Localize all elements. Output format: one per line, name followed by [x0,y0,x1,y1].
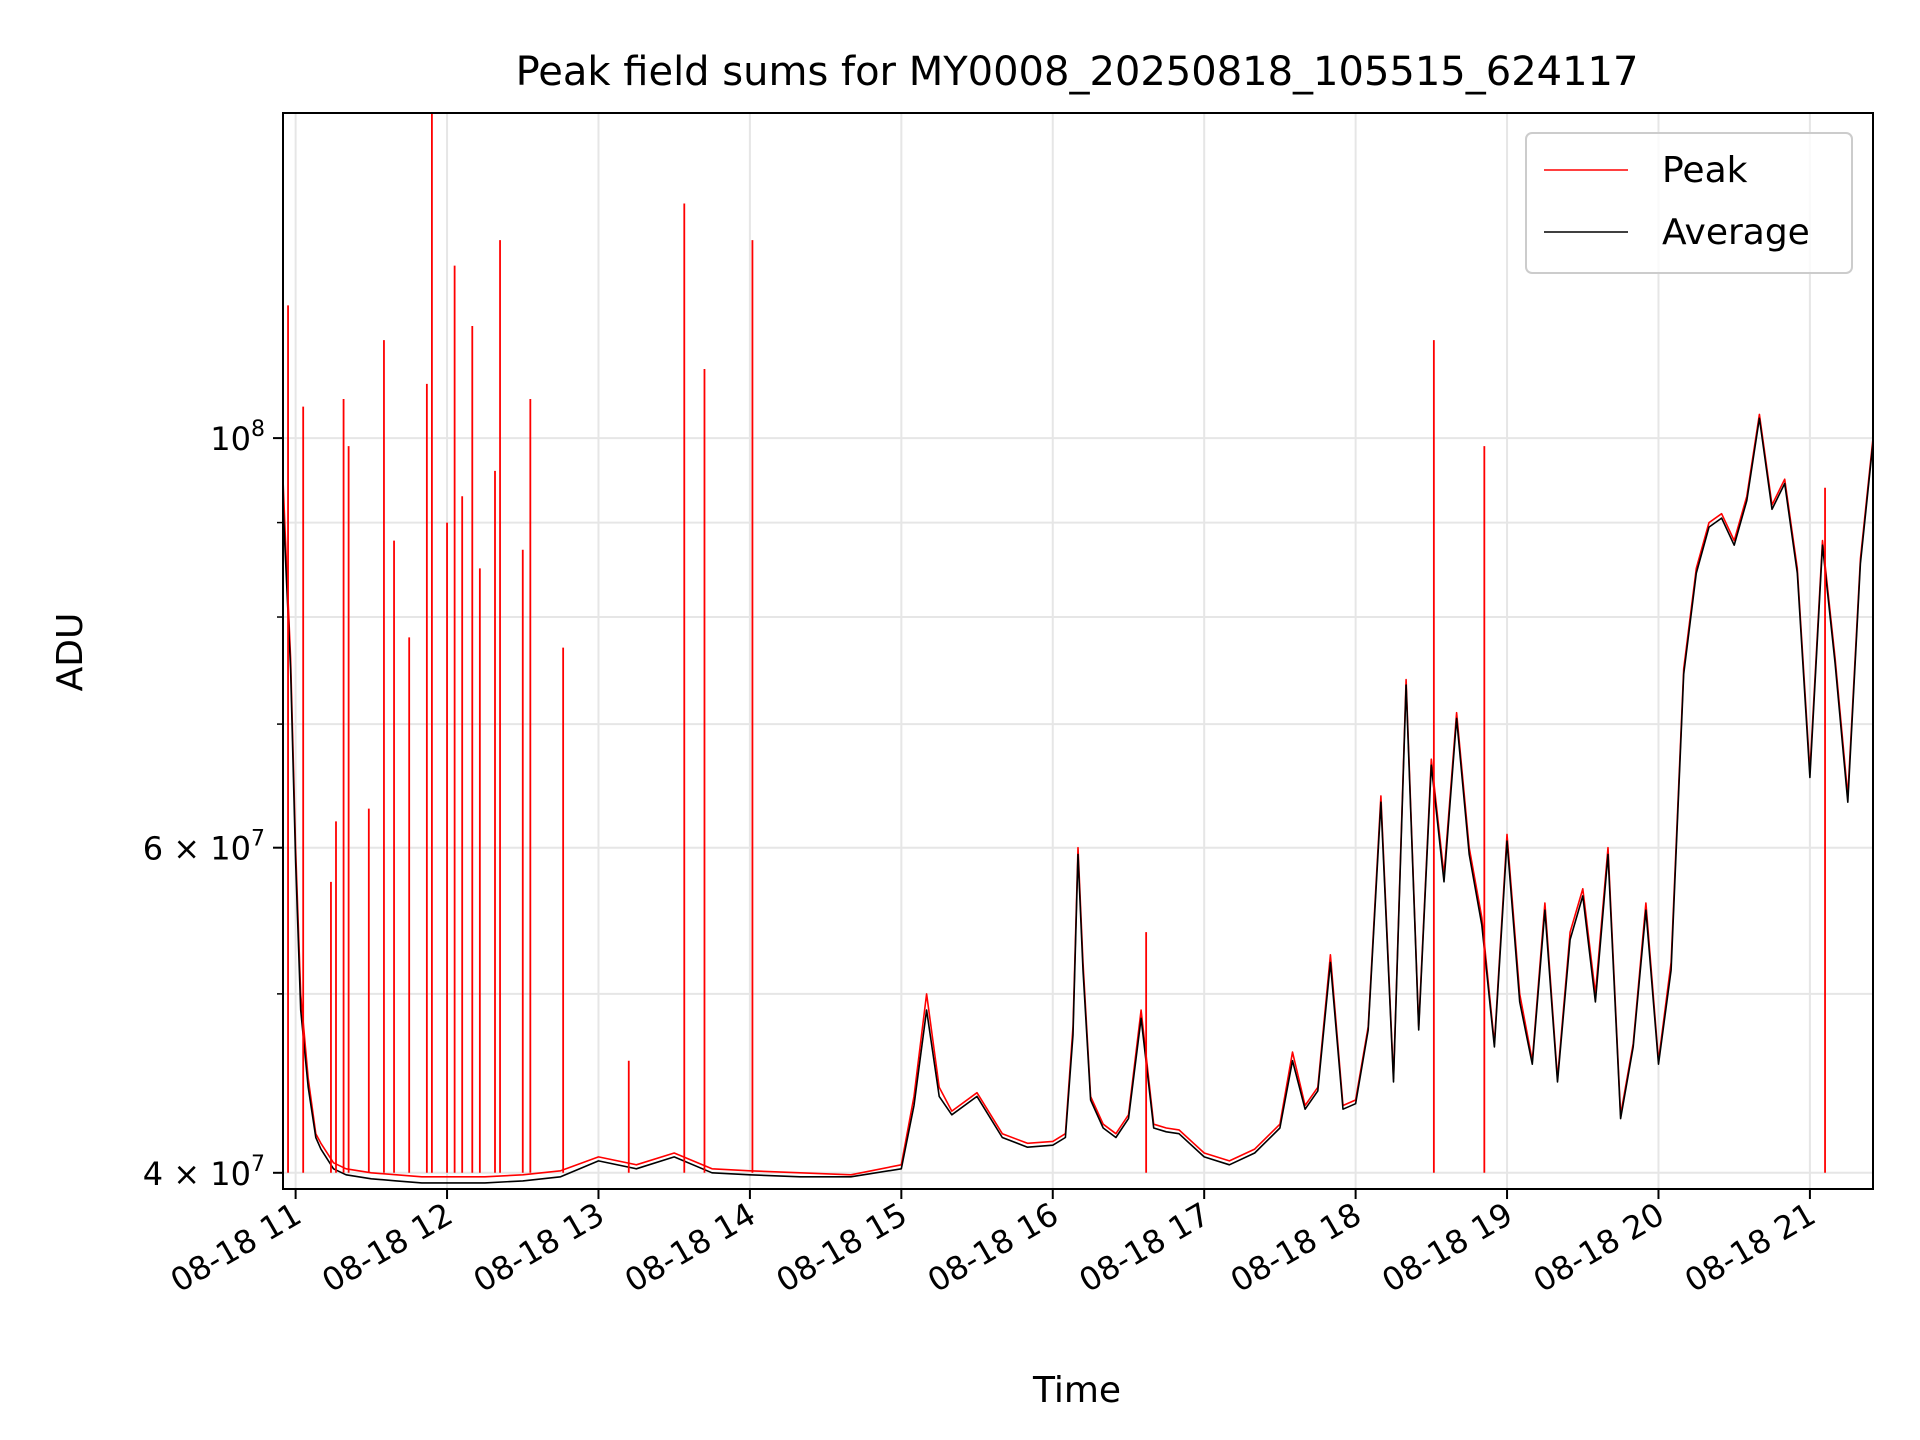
legend: Peak Average [1525,132,1853,274]
chart-title: Peak field sums for MY0008_20250818_1055… [516,49,1639,95]
average-series-line [283,417,1873,1184]
plot-frame [282,112,1874,1190]
legend-box [1525,132,1853,274]
legend-average-label: Average [1662,212,1810,253]
y-tick-label: 4 × 107 [143,1152,265,1193]
legend-peak-label: Peak [1662,150,1748,191]
x-axis-label: Time [1032,1370,1121,1411]
y-axis: 4 × 107 6 × 107 108 [143,417,283,1193]
series-layer [283,113,1873,1184]
y-tick-label: 108 [210,417,265,458]
y-tick-label: 6 × 107 [143,827,265,868]
y-axis-label: ADU [50,613,91,692]
